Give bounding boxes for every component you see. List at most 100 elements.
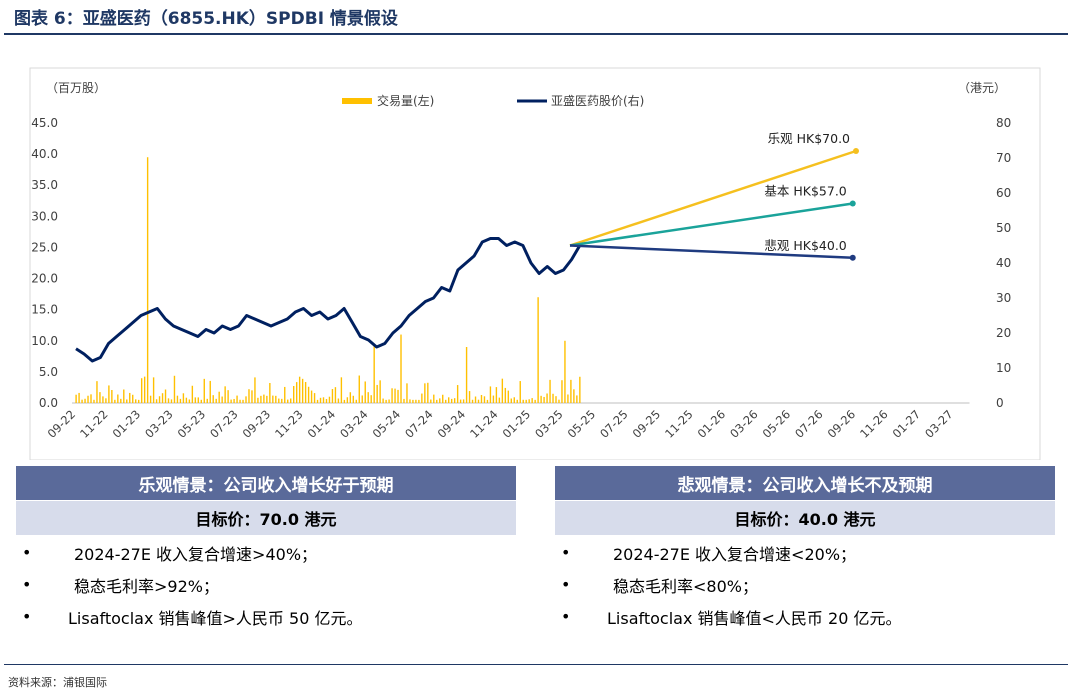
volume-bar [284, 386, 286, 403]
volume-bar [465, 347, 468, 403]
left-axis-unit: （百万股） [46, 81, 106, 95]
volume-bar [355, 399, 357, 403]
x-tick-label: 01-25 [500, 407, 534, 441]
volume-bar [325, 399, 328, 403]
volume-bar [510, 398, 512, 403]
volume-bar [480, 394, 483, 403]
volume-bar [483, 396, 486, 403]
volume-bar [394, 388, 396, 403]
volume-bar [248, 389, 250, 403]
bear-bullet: • Lisaftoclax 销售峰值<人民币 20 亿元。 [555, 599, 1055, 631]
volume-bar [105, 398, 107, 403]
volume-bar [90, 394, 92, 403]
scenario-line-0 [569, 149, 857, 247]
footer-divider [4, 664, 1068, 665]
x-tick-label: 03-23 [142, 407, 176, 441]
right-axis-unit: （港元） [958, 81, 1006, 95]
volume-bar [239, 399, 241, 403]
legend-price-label: 亚盛医药股价(右) [551, 93, 644, 108]
volume-bar [275, 395, 277, 403]
volume-bar [409, 399, 411, 403]
volume-bar [531, 398, 533, 403]
volume-bar [233, 398, 235, 403]
volume-bar [445, 399, 447, 403]
volume-bar [278, 398, 280, 403]
volume-bar [459, 399, 462, 403]
x-tick-label: 07-23 [207, 407, 241, 441]
volume-bar [155, 399, 158, 403]
volume-bar [433, 394, 435, 403]
volume-bar [287, 399, 289, 403]
volume-bar [295, 382, 298, 403]
scenario-label: 悲观 HK$40.0 [764, 238, 846, 253]
x-tick-label: 07-24 [402, 407, 436, 441]
volume-bar [352, 395, 355, 403]
right-y-tick-label: 40 [996, 256, 1011, 270]
volume-bar [313, 393, 316, 403]
x-tick-label: 03-25 [532, 407, 566, 441]
volume-bar [447, 397, 450, 403]
volume-bar [120, 398, 122, 403]
volume-bar [516, 399, 518, 403]
volume-bar [146, 157, 149, 403]
volume-bar [224, 386, 226, 403]
volume-bar [96, 381, 98, 403]
bear-bullet-text: 2024-27E 收入复合增速<20%； [613, 545, 857, 564]
x-tick-label: 05-25 [565, 407, 599, 441]
volume-bar [468, 391, 471, 403]
legend-volume-label: 交易量(左) [377, 93, 434, 108]
volume-bar [167, 398, 170, 403]
volume-bar [87, 395, 89, 403]
volume-bar [427, 382, 429, 403]
bull-bullet: • Lisaftoclax 销售峰值>人民币 50 亿元。 [16, 599, 516, 631]
volume-bar [242, 399, 244, 403]
volume-bar [260, 395, 262, 403]
bullet-marker: • [561, 543, 571, 562]
bull-bullet: • 2024-27E 收入复合增速>40%； [16, 535, 516, 567]
x-tick-label: 09-26 [825, 407, 859, 441]
bear-bullet-text: Lisaftoclax 销售峰值<人民币 20 亿元。 [607, 609, 902, 628]
volume-bar [245, 396, 247, 403]
volume-bar [421, 393, 423, 403]
volume-bar [382, 398, 384, 403]
volume-bar [388, 399, 390, 403]
volume-bar [328, 396, 331, 403]
volume-bar [555, 396, 557, 403]
right-y-tick-label: 60 [996, 186, 1011, 200]
right-y-tick-label: 80 [996, 116, 1011, 130]
volume-bar [418, 399, 420, 403]
x-tick-label: 11-22 [77, 407, 111, 441]
volume-bar [227, 390, 229, 403]
title-divider [4, 33, 1068, 35]
x-tick-label: 07-26 [792, 407, 826, 441]
volume-bar [519, 381, 521, 403]
x-tick-label: 11-25 [662, 407, 696, 441]
volume-bar [266, 395, 268, 403]
volume-bar [319, 397, 322, 403]
volume-bar [206, 398, 208, 403]
volume-bar [254, 377, 256, 403]
bullet-marker: • [561, 607, 571, 626]
volume-bar [561, 380, 563, 403]
volume-bar [504, 387, 507, 403]
volume-bar [108, 385, 110, 403]
left-y-tick-label: 45.0 [31, 116, 58, 130]
volume-bar [340, 377, 343, 403]
volume-bar [173, 375, 176, 403]
volume-bar [564, 340, 566, 403]
volume-bar [546, 393, 548, 403]
volume-bar [292, 386, 295, 403]
volume-bar [143, 376, 146, 403]
volume-bar [316, 399, 319, 403]
volume-bar [400, 334, 402, 403]
volume-bar [406, 383, 408, 403]
volume-bar [230, 399, 232, 403]
volume-bar [257, 397, 259, 403]
bull-bullet: • 稳态毛利率>92%； [16, 567, 516, 599]
volume-bar [298, 376, 301, 403]
volume-bar [430, 399, 432, 403]
volume-bar [358, 375, 360, 403]
volume-bar [543, 396, 545, 403]
left-y-tick-label: 15.0 [31, 303, 58, 317]
x-tick-label: 11-26 [857, 407, 891, 441]
